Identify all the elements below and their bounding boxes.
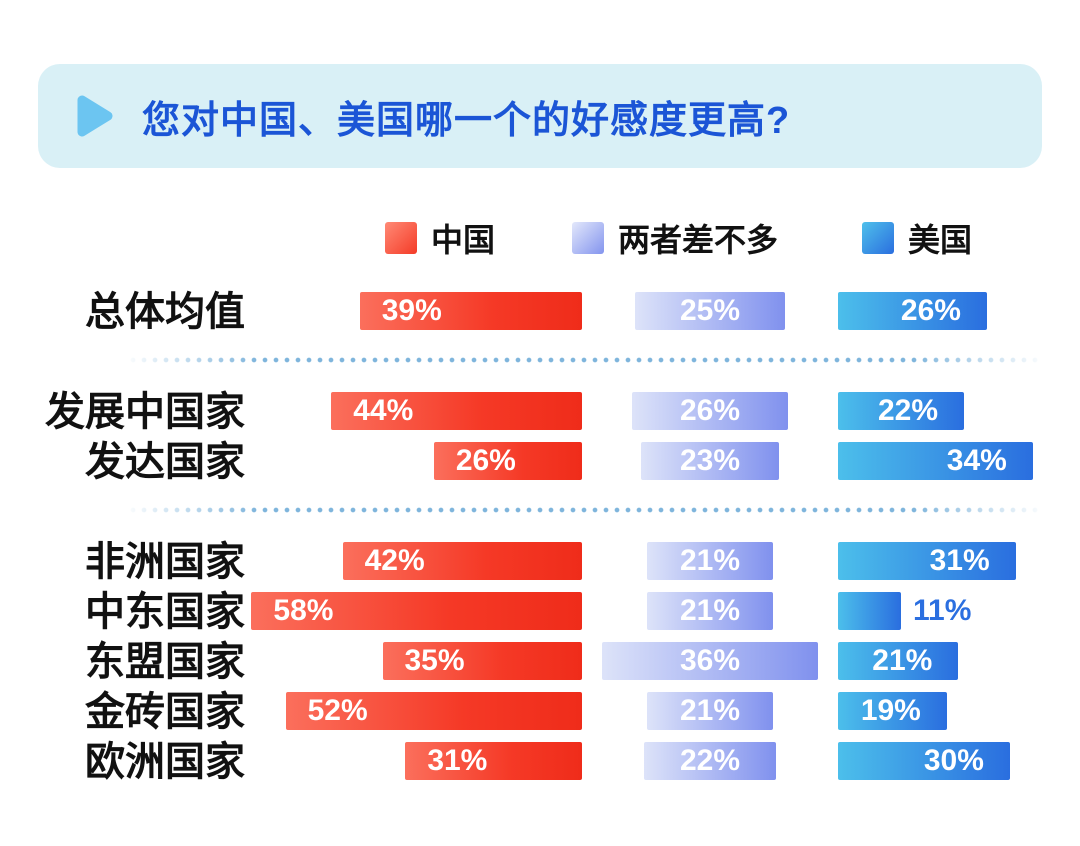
bar-similar: 21%	[647, 692, 773, 730]
bar-usa: 30%	[838, 742, 1010, 780]
chart-row: 中东国家 58% 21% 11%	[0, 590, 1080, 634]
bar-china: 26%	[433, 442, 582, 480]
legend-swatch-usa	[862, 222, 894, 254]
bar-similar: 26%	[632, 392, 788, 430]
bar-china: 39%	[359, 292, 582, 330]
bar-usa: 22%	[838, 392, 965, 430]
bar-usa: 26%	[838, 292, 987, 330]
dotted-separator	[130, 357, 1040, 363]
bar-usa: 19%	[838, 692, 947, 730]
bar-usa	[838, 592, 902, 630]
row-label: 发达国家	[85, 440, 245, 484]
row-label: 总体均值	[85, 290, 245, 334]
bar-similar: 36%	[602, 642, 818, 680]
chart-row: 发展中国家 44% 26% 22%	[0, 390, 1080, 434]
legend-label-usa: 美国	[908, 222, 973, 258]
bar-usa: 31%	[838, 542, 1016, 580]
row-label: 发展中国家	[45, 390, 245, 434]
bar-china: 44%	[331, 392, 582, 430]
chart-row: 东盟国家 35% 36% 21%	[0, 640, 1080, 684]
question-title: 您对中国、美国哪一个的好感度更高?	[142, 99, 791, 142]
bar-similar: 21%	[647, 592, 773, 630]
row-label: 金砖国家	[85, 690, 245, 734]
legend-label-similar: 两者差不多	[618, 222, 779, 258]
bar-china: 58%	[251, 592, 582, 630]
legend-swatch-china	[385, 222, 417, 254]
chart-row: 欧洲国家 31% 22% 30%	[0, 740, 1080, 784]
bar-usa: 34%	[838, 442, 1033, 480]
chart-row: 金砖国家 52% 21% 19%	[0, 690, 1080, 734]
chart-row: 非洲国家 42% 21% 31%	[0, 540, 1080, 584]
legend-swatch-similar	[572, 222, 604, 254]
bar-similar: 23%	[641, 442, 779, 480]
bar-china: 35%	[382, 642, 582, 680]
chart-row: 总体均值 39% 25% 26%	[0, 290, 1080, 334]
row-label: 欧洲国家	[85, 740, 245, 784]
legend-item-usa: 美国	[862, 221, 972, 258]
legend-item-similar: 两者差不多	[572, 221, 778, 258]
play-triangle-icon	[77, 95, 113, 137]
bar-usa: 21%	[838, 642, 959, 680]
question-banner: 您对中国、美国哪一个的好感度更高?	[38, 64, 1042, 168]
legend-item-china: 中国	[385, 221, 495, 258]
legend-label-china: 中国	[431, 222, 496, 258]
bar-similar: 21%	[647, 542, 773, 580]
row-label: 东盟国家	[85, 640, 245, 684]
bar-china: 31%	[405, 742, 582, 780]
bar-similar: 22%	[644, 742, 776, 780]
bar-similar: 25%	[635, 292, 785, 330]
row-label: 非洲国家	[85, 540, 245, 584]
row-label: 中东国家	[85, 590, 245, 634]
dotted-separator	[130, 507, 1040, 513]
bar-china: 52%	[285, 692, 582, 730]
bar-china: 42%	[342, 542, 582, 580]
chart-row: 发达国家 26% 23% 34%	[0, 440, 1080, 484]
bar-usa-outside-value: 11%	[913, 594, 972, 627]
